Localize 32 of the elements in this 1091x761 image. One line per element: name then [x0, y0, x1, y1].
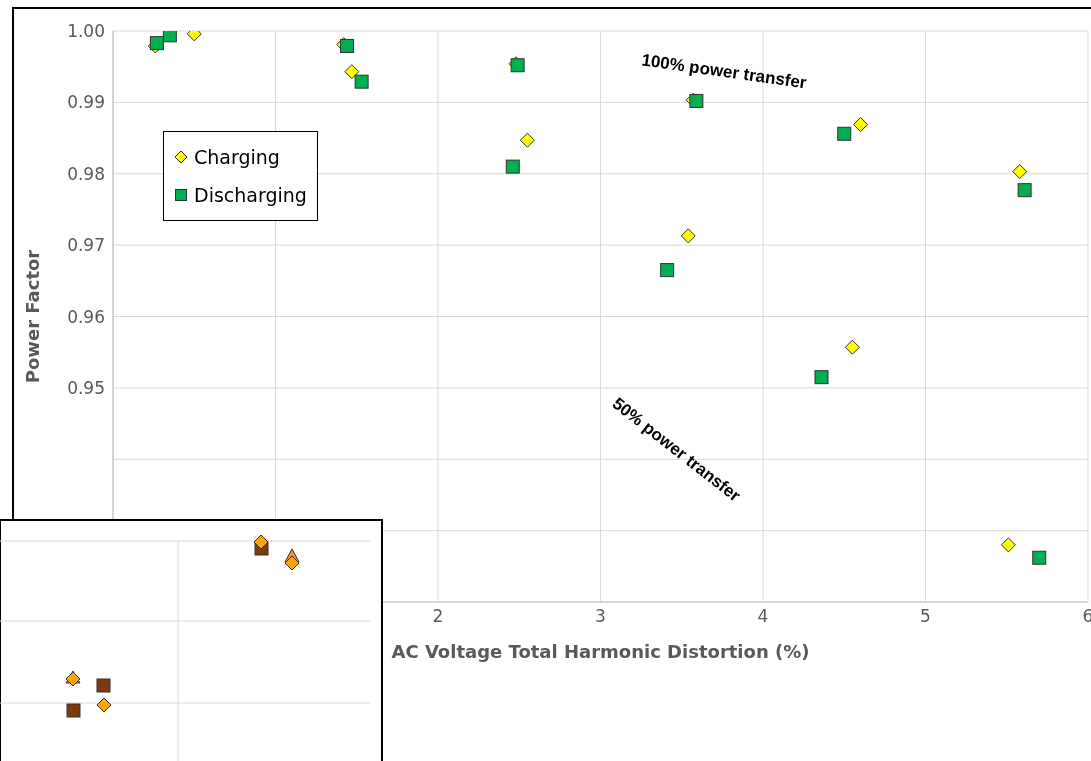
point [505, 159, 520, 174]
x-tick-label: 2 [432, 606, 444, 627]
point [1000, 537, 1016, 553]
point [1012, 164, 1028, 180]
x-axis-title: AC Voltage Total Harmonic Distortion (%) [391, 641, 810, 662]
y-axis-title: Power Factor [22, 249, 44, 384]
x-tick-label: 3 [595, 606, 606, 627]
point [660, 263, 675, 278]
x-tick-label: 4 [757, 606, 769, 627]
point [354, 74, 369, 89]
y-tick-label: 0.95 [67, 377, 105, 398]
point [853, 117, 868, 132]
point [162, 31, 177, 43]
y-tick-label: 0.96 [67, 306, 105, 327]
y-tick-label: 0.99 [67, 92, 105, 113]
point [680, 228, 696, 244]
annotation: 100% power transfer [639, 50, 809, 94]
y-tick-label: 1.00 [67, 21, 105, 42]
legend-label: Charging [194, 146, 280, 168]
x-tick-label: 5 [920, 606, 931, 627]
point [1017, 183, 1032, 198]
point [1032, 550, 1047, 565]
point [844, 339, 860, 355]
y-tick-label: 0.98 [67, 163, 105, 184]
point [689, 93, 704, 108]
point [519, 132, 535, 148]
point [340, 38, 354, 53]
point [837, 126, 852, 141]
legend-label: Discharging [194, 184, 307, 206]
point [344, 64, 360, 80]
point [814, 370, 829, 385]
y-tick-label: 0.97 [67, 235, 105, 256]
